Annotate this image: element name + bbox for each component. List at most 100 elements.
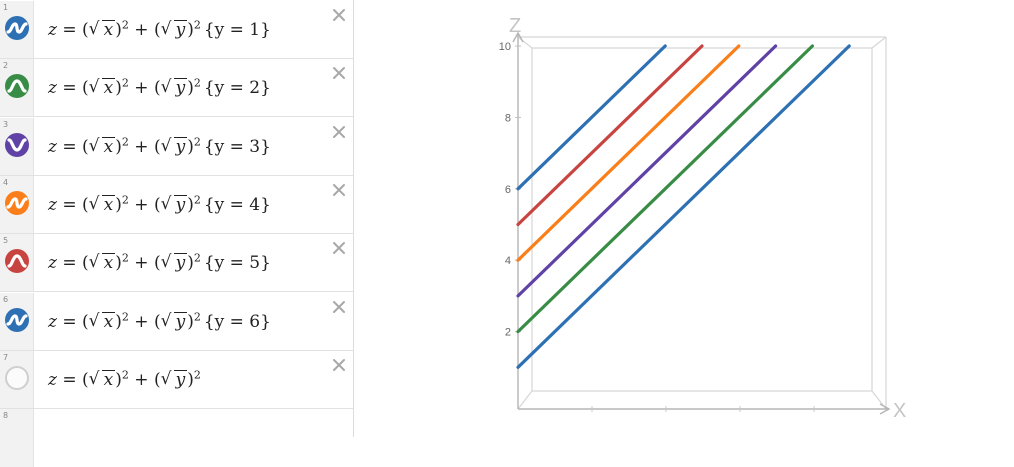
var-y: y <box>175 369 186 390</box>
var-x: x <box>103 20 114 40</box>
x-axis-label: X <box>893 400 906 422</box>
exponent: 2 <box>193 76 201 90</box>
var-y: y <box>175 20 186 40</box>
sqrt-x: √ x <box>88 368 116 390</box>
exponent: 2 <box>121 309 129 323</box>
var-y: y <box>175 253 186 274</box>
exponent: 2 <box>121 76 129 90</box>
sqrt-x: √ x <box>88 135 116 157</box>
var-x: x <box>103 311 114 332</box>
graph-color-toggle-icon[interactable] <box>5 190 29 215</box>
restriction: {y = 6} <box>203 311 271 332</box>
exponent: 2 <box>193 134 201 148</box>
var-z: z <box>48 78 57 99</box>
var-y: y <box>175 311 186 332</box>
empty-expression-row[interactable]: 8 <box>0 409 353 467</box>
expression-gutter: 3 <box>0 117 34 175</box>
expression-formula[interactable]: z = (√ x)2 + (√ y)2 {y = 5} <box>48 251 271 274</box>
row-number: 8 <box>3 411 9 421</box>
expression-row[interactable]: 1 z = (√ x)2 + (√ y)2 {y = 1} <box>0 1 353 59</box>
expression-formula[interactable]: z = (√ x)2 + (√ y)2 {y = 6} <box>48 309 271 332</box>
z-tick-label: 2 <box>505 327 511 339</box>
x-axis-arrow <box>879 403 891 415</box>
var-x: x <box>103 253 114 274</box>
var-z: z <box>48 311 57 332</box>
sqrt-x: √ x <box>88 310 116 332</box>
sqrt-y: √ y <box>160 368 188 390</box>
sqrt-y: √ y <box>160 193 188 215</box>
exponent: 2 <box>121 18 129 32</box>
hidden-graph-toggle-icon[interactable] <box>5 365 29 390</box>
expression-row[interactable]: 3 z = (√ x)2 + (√ y)2 {y = 3} <box>0 117 353 176</box>
graph-color-toggle-icon[interactable] <box>5 132 29 157</box>
close-icon <box>333 9 345 21</box>
row-number: 2 <box>3 61 9 71</box>
expression-formula[interactable]: z = (√ x)2 + (√ y)2 {y = 3} <box>48 134 271 157</box>
expression-row[interactable]: 7 z = (√ x)2 + (√ y)2 <box>0 350 353 409</box>
graph-color-toggle-icon[interactable] <box>5 307 29 332</box>
row-number: 5 <box>3 236 9 246</box>
expression-gutter: 7 <box>0 350 34 408</box>
expression-row[interactable]: 4 z = (√ x)2 + (√ y)2 {y = 4} <box>0 175 353 234</box>
delete-expression-button[interactable] <box>331 299 347 315</box>
graph-3d[interactable]: 2 4 6 8 10 Z X <box>355 0 1014 437</box>
delete-expression-button[interactable] <box>331 182 347 198</box>
exponent: 2 <box>193 18 201 32</box>
expression-gutter: 5 <box>0 234 34 292</box>
var-x: x <box>103 136 114 157</box>
close-icon <box>333 242 345 255</box>
row-number: 1 <box>3 3 9 12</box>
delete-expression-button[interactable] <box>331 240 347 256</box>
z-axis-arrow <box>512 31 524 43</box>
sqrt-x: √ x <box>88 193 116 215</box>
close-icon <box>333 300 345 313</box>
curve-y-6 <box>516 44 667 191</box>
var-z: z <box>48 194 57 215</box>
var-z: z <box>48 369 57 390</box>
var-y: y <box>175 78 186 99</box>
delete-expression-button[interactable] <box>331 357 347 373</box>
graph-color-toggle-icon[interactable] <box>5 249 29 274</box>
var-y: y <box>175 194 186 215</box>
curve-y-2 <box>516 44 814 334</box>
expression-row[interactable]: 5 z = (√ x)2 + (√ y)2 {y = 5} <box>0 234 353 293</box>
sqrt-y: √ y <box>160 310 188 332</box>
z-tick-label: 8 <box>505 112 511 124</box>
sqrt-y: √ y <box>160 135 188 157</box>
sqrt-x: √ x <box>88 77 116 99</box>
expression-formula[interactable]: z = (√ x)2 + (√ y)2 {y = 1} <box>48 18 271 40</box>
close-icon <box>333 67 345 80</box>
exponent: 2 <box>121 193 129 207</box>
curve-y-5 <box>516 44 704 227</box>
var-x: x <box>103 369 114 390</box>
expression-gutter: 6 <box>0 292 34 350</box>
sqrt-x: √ x <box>88 19 116 40</box>
restriction: {y = 5} <box>203 253 271 274</box>
expression-formula[interactable]: z = (√ x)2 + (√ y)2 <box>48 368 201 390</box>
z-tick-label: 4 <box>505 255 511 267</box>
delete-expression-button[interactable] <box>331 7 347 23</box>
expression-gutter: 4 <box>0 175 34 233</box>
curve-y-1 <box>516 44 851 369</box>
delete-expression-button[interactable] <box>331 124 347 140</box>
exponent: 2 <box>193 251 201 265</box>
row-number: 4 <box>3 177 9 187</box>
bounding-box <box>517 36 887 410</box>
restriction: {y = 3} <box>203 136 271 157</box>
row-number: 7 <box>3 352 9 362</box>
close-icon <box>333 358 345 371</box>
expression-formula[interactable]: z = (√ x)2 + (√ y)2 {y = 2} <box>48 76 271 99</box>
expression-gutter: 1 <box>0 1 34 58</box>
var-z: z <box>48 136 57 157</box>
expression-formula[interactable]: z = (√ x)2 + (√ y)2 {y = 4} <box>48 193 271 215</box>
exponent: 2 <box>121 251 129 265</box>
expression-row[interactable]: 6 z = (√ x)2 + (√ y)2 {y = 6} <box>0 292 353 351</box>
graph-color-toggle-icon[interactable] <box>5 16 29 40</box>
close-icon <box>333 125 345 138</box>
delete-expression-button[interactable] <box>331 65 347 81</box>
expression-gutter: 2 <box>0 59 34 117</box>
graph-color-toggle-icon[interactable] <box>5 74 29 99</box>
curve-y-3 <box>516 44 778 298</box>
